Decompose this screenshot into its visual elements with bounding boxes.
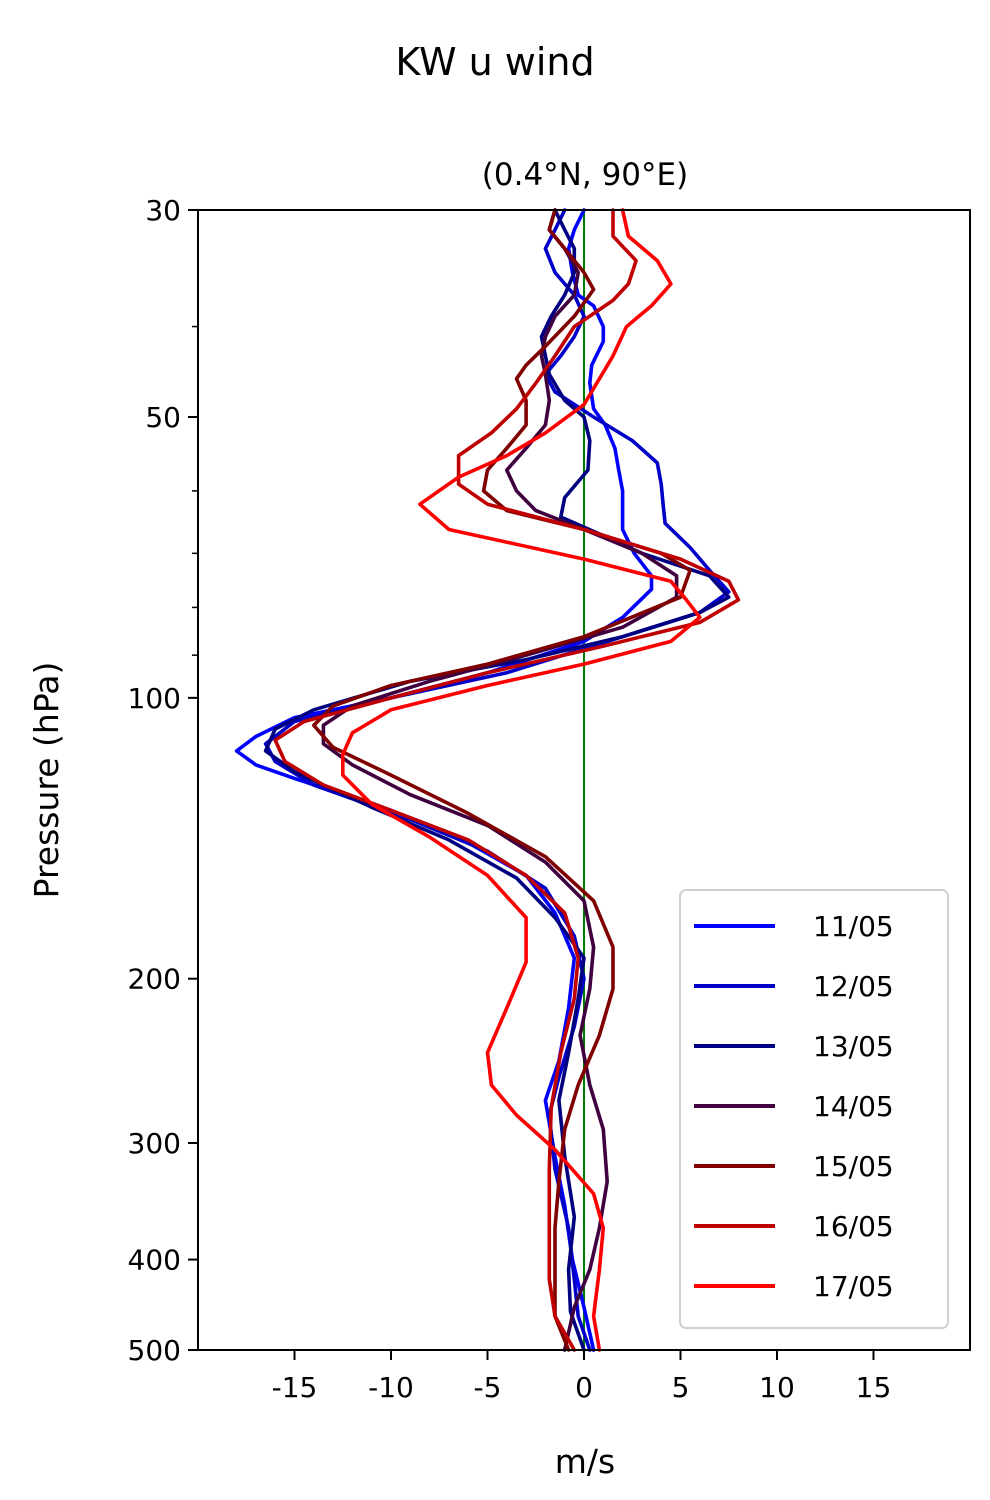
x-tick-label: 5 — [672, 1371, 690, 1404]
x-tick-label: -15 — [272, 1371, 318, 1404]
y-tick-label: 200 — [128, 963, 181, 996]
legend-label-4: 14/05 — [813, 1090, 894, 1123]
y-tick-label: 50 — [145, 401, 181, 434]
legend-label-5: 15/05 — [813, 1150, 894, 1183]
x-tick-label: 15 — [856, 1371, 892, 1404]
plot-area: -15 -10 -5 0 5 10 15 30 50 100 200 300 400 500 — [128, 194, 971, 1404]
legend-label-6: 16/05 — [813, 1210, 894, 1243]
y-tick-label: 500 — [128, 1334, 181, 1367]
x-tick-label: -10 — [368, 1371, 414, 1404]
legend-label-3: 13/05 — [813, 1030, 894, 1063]
y-axis-label: Pressure (hPa) — [27, 662, 66, 899]
series-line-6 — [273, 208, 741, 1352]
y-tick-label: 30 — [145, 194, 181, 227]
y-tick-label: 400 — [128, 1244, 181, 1277]
y-tick-label: 300 — [128, 1127, 181, 1160]
series-line-7 — [341, 208, 702, 1352]
x-tick-label: 10 — [759, 1371, 795, 1404]
chart-title: (0.4°N, 90°E) — [482, 157, 688, 193]
chart-suptitle: KW u wind — [395, 40, 594, 84]
legend-box — [679, 889, 949, 1329]
legend: 11/05 12/05 13/05 14/05 15/05 16/05 17/05 — [679, 889, 949, 1329]
legend-label-2: 12/05 — [813, 970, 894, 1003]
series-line-5 — [312, 208, 692, 1352]
legend-label-7: 17/05 — [813, 1270, 894, 1303]
y-tick-label: 100 — [128, 682, 181, 715]
x-axis-label: m/s — [555, 1442, 615, 1481]
x-tick-label: -5 — [474, 1371, 502, 1404]
x-tick-label: 0 — [575, 1371, 593, 1404]
legend-label-1: 11/05 — [813, 910, 894, 943]
